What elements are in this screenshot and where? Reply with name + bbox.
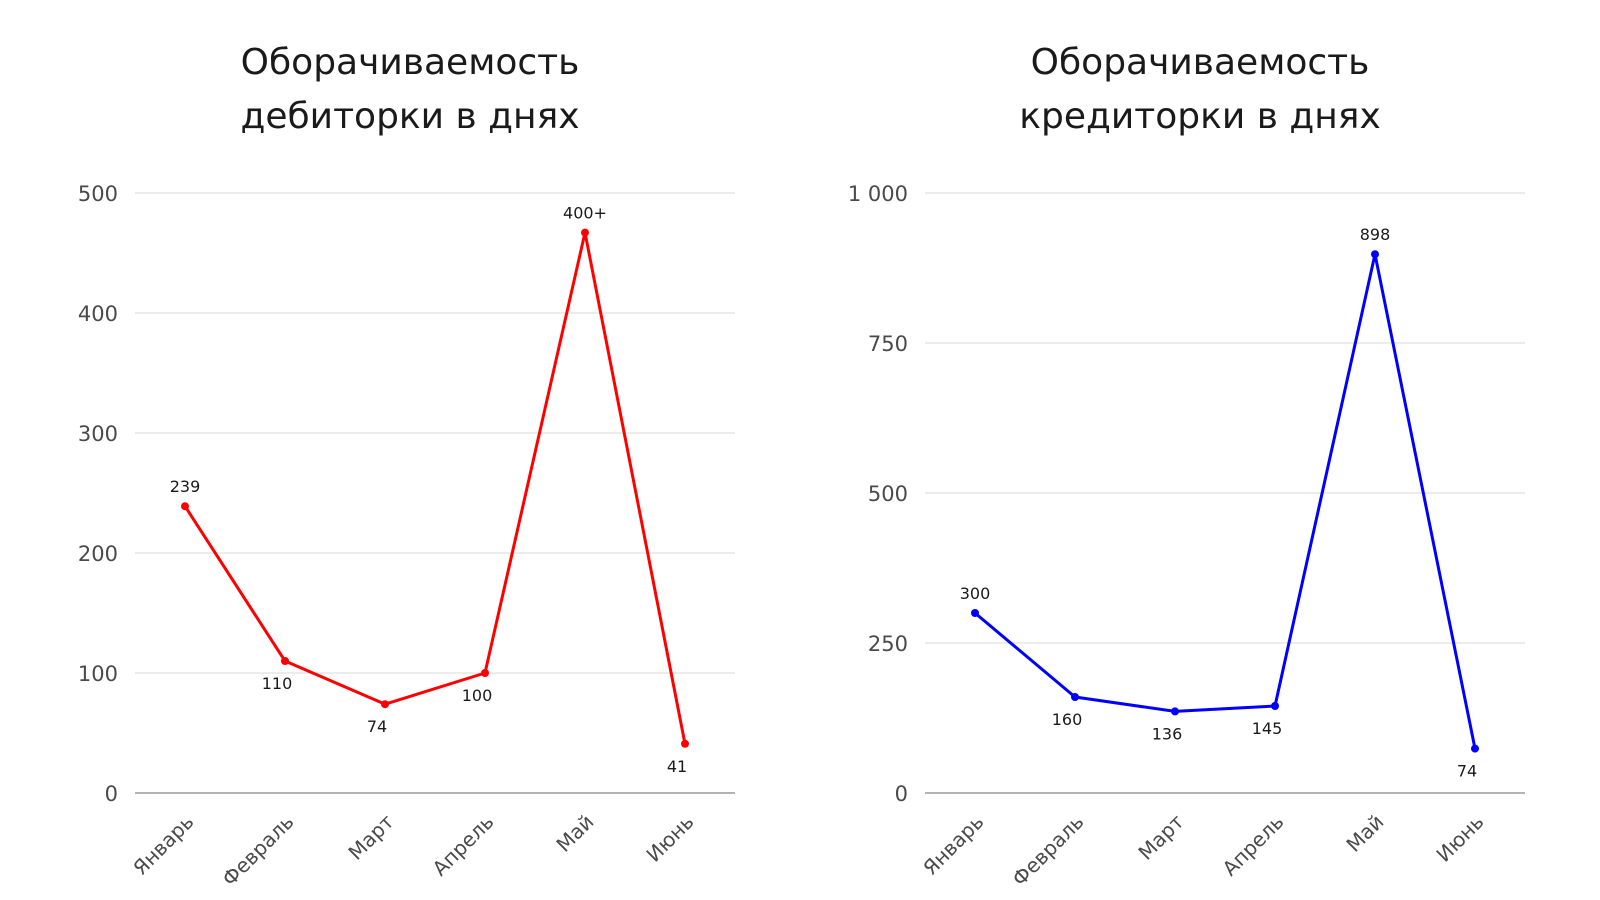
left-y-tick-label: 400 [78, 302, 118, 326]
right-y-tick-label: 250 [868, 632, 908, 656]
left-data-point [581, 228, 589, 237]
right-data-label: 136 [1152, 724, 1183, 743]
right-x-category-label: Июнь [1431, 810, 1488, 867]
right-x-category-label: Май [1342, 810, 1389, 857]
left-data-point [381, 700, 389, 709]
right-data-point [1371, 250, 1379, 259]
right-x-category-label: Январь [918, 810, 988, 880]
left-data-point [681, 739, 689, 748]
left-chart-title-line-2: дебиторки в днях [240, 96, 580, 137]
right-series-line [973, 252, 1477, 751]
right-y-tick-label: 750 [868, 332, 908, 356]
right-data-point [1171, 707, 1179, 716]
right-data-point [1471, 744, 1479, 753]
right-data-point [971, 609, 979, 617]
left-y-tick-label: 200 [78, 542, 118, 566]
left-data-label: 41 [667, 757, 687, 776]
right-data-label: 74 [1457, 762, 1477, 781]
left-data-label: 400+ [563, 204, 607, 223]
left-x-category-label: Июнь [641, 810, 698, 867]
left-data-point [181, 502, 189, 511]
left-y-tick-label: 0 [105, 782, 118, 806]
left-y-tick-label: 500 [78, 182, 118, 206]
right-data-label: 898 [1360, 225, 1391, 244]
right-data-label: 160 [1052, 710, 1083, 729]
right-data-label: 145 [1252, 719, 1283, 738]
right-chart-title: Оборачиваемость кредиторки в днях [890, 36, 1510, 144]
left-data-label: 74 [367, 717, 387, 736]
right-chart-title-line-1: Оборачиваемость [1030, 42, 1370, 83]
right-chart-title-line-2: кредиторки в днях [1019, 96, 1381, 137]
left-x-category-label: Январь [128, 810, 198, 880]
left-series-line [183, 231, 687, 746]
left-y-tick-label: 100 [78, 662, 118, 686]
left-y-tick-label: 300 [78, 422, 118, 446]
left-data-label: 100 [462, 686, 493, 705]
right-x-category-label: Февраль [1007, 810, 1088, 891]
right-y-tick-label: 500 [868, 482, 908, 506]
right-x-category-label: Март [1133, 809, 1188, 864]
left-x-category-label: Апрель [428, 810, 499, 881]
left-data-label: 239 [170, 477, 201, 496]
left-data-point [481, 669, 489, 677]
left-x-category-label: Май [552, 810, 599, 857]
left-data-label: 110 [262, 674, 293, 693]
left-chart-title-line-1: Оборачиваемость [240, 42, 580, 83]
right-data-point [1071, 693, 1079, 701]
left-chart-title: Оборачиваемость дебиторки в днях [100, 36, 720, 144]
right-data-label: 300 [960, 584, 991, 603]
right-y-tick-label: 1 000 [848, 182, 908, 206]
right-data-point [1271, 702, 1279, 710]
left-x-category-label: Март [343, 809, 398, 864]
right-x-category-label: Апрель [1218, 810, 1289, 881]
left-data-point [281, 657, 289, 665]
left-x-category-label: Февраль [217, 810, 298, 891]
right-y-tick-label: 0 [895, 782, 908, 806]
